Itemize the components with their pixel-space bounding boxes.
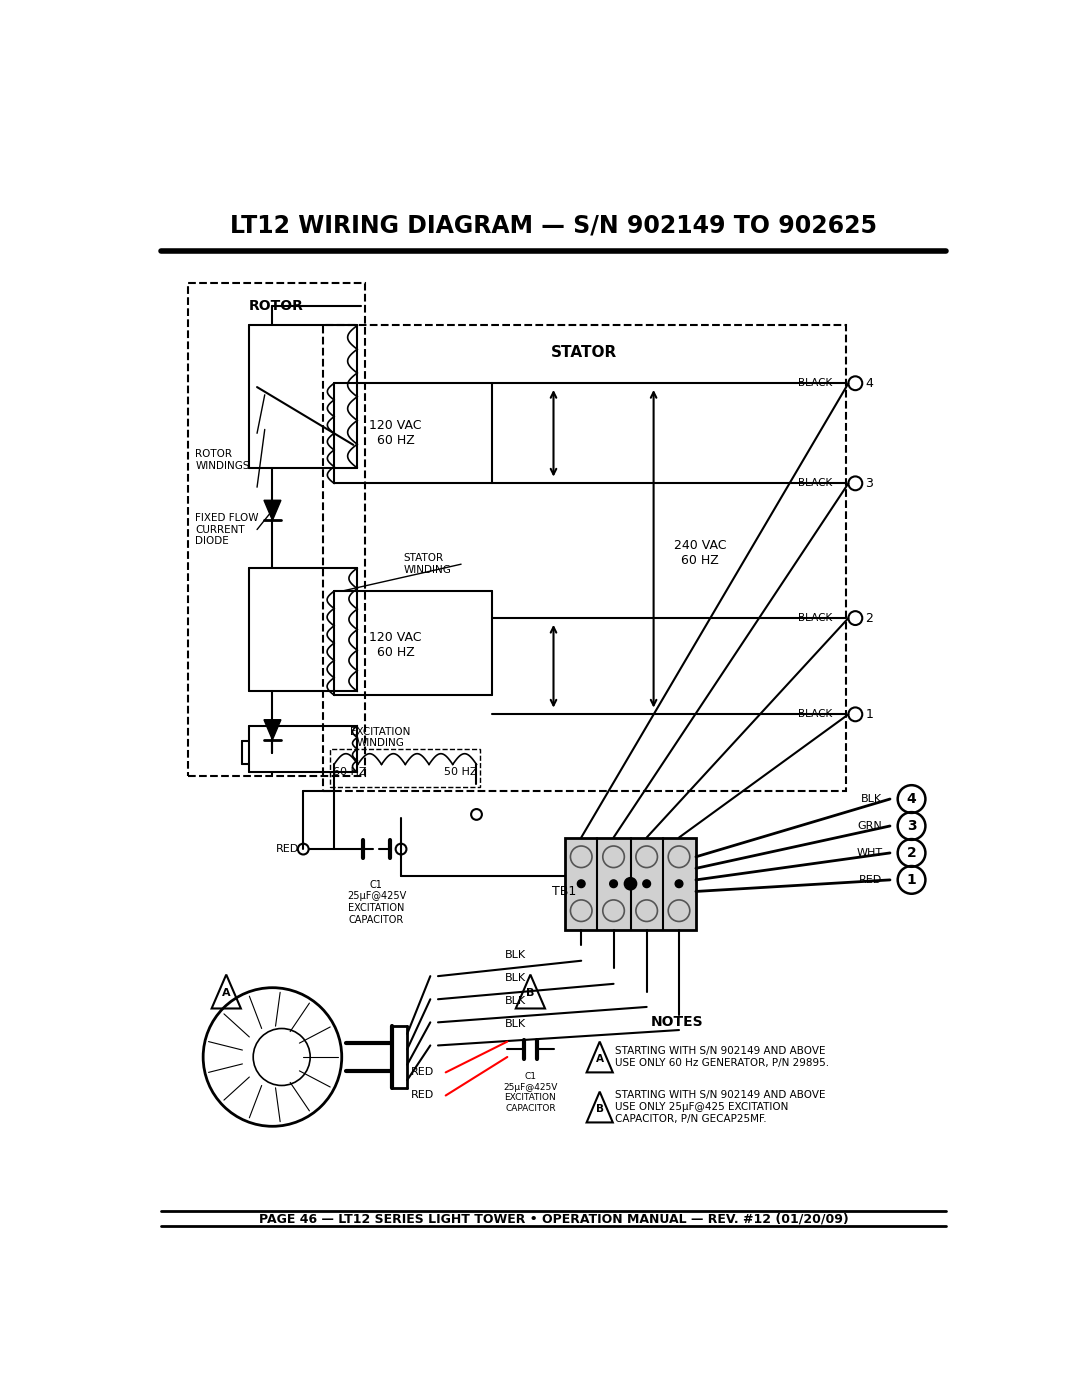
Circle shape bbox=[624, 877, 637, 890]
Text: BLK: BLK bbox=[861, 793, 882, 805]
Bar bbox=[330, 749, 481, 788]
Circle shape bbox=[578, 880, 585, 887]
Text: STARTING WITH S/N 902149 AND ABOVE
USE ONLY 60 Hz GENERATOR, P/N 29895.: STARTING WITH S/N 902149 AND ABOVE USE O… bbox=[616, 1046, 829, 1067]
Text: PAGE 46 — LT12 SERIES LIGHT TOWER • OPERATION MANUAL — REV. #12 (01/20/09): PAGE 46 — LT12 SERIES LIGHT TOWER • OPER… bbox=[258, 1213, 849, 1225]
Bar bbox=[323, 326, 846, 791]
Text: 120 VAC
60 HZ: 120 VAC 60 HZ bbox=[369, 419, 422, 447]
Text: GRN: GRN bbox=[858, 821, 882, 831]
Text: C1
25μF@425V
EXCITATION
CAPACITOR: C1 25μF@425V EXCITATION CAPACITOR bbox=[503, 1073, 557, 1112]
Text: 2: 2 bbox=[865, 612, 873, 624]
Text: RED: RED bbox=[859, 875, 882, 884]
Polygon shape bbox=[264, 500, 281, 520]
Text: 50 HZ: 50 HZ bbox=[444, 767, 477, 777]
Text: 2: 2 bbox=[907, 847, 917, 861]
Text: STATOR: STATOR bbox=[551, 345, 618, 360]
Text: 1: 1 bbox=[907, 873, 917, 887]
Text: 3: 3 bbox=[907, 819, 916, 833]
Text: B: B bbox=[526, 988, 535, 997]
Text: A: A bbox=[596, 1053, 604, 1063]
Circle shape bbox=[643, 880, 650, 887]
Text: NOTES: NOTES bbox=[650, 1016, 703, 1030]
Text: C1
25μF@425V
EXCITATION
CAPACITOR: C1 25μF@425V EXCITATION CAPACITOR bbox=[347, 880, 406, 925]
Text: BLACK: BLACK bbox=[798, 478, 833, 489]
Text: BLACK: BLACK bbox=[798, 613, 833, 623]
Text: BLK: BLK bbox=[504, 972, 526, 982]
Text: 4: 4 bbox=[865, 377, 873, 390]
Text: LT12 WIRING DIAGRAM — S/N 902149 TO 902625: LT12 WIRING DIAGRAM — S/N 902149 TO 9026… bbox=[230, 214, 877, 237]
Text: ROTOR: ROTOR bbox=[248, 299, 303, 313]
Text: BLACK: BLACK bbox=[798, 710, 833, 719]
Polygon shape bbox=[264, 719, 281, 740]
Text: RED: RED bbox=[410, 1091, 434, 1101]
Text: STARTING WITH S/N 902149 AND ABOVE
USE ONLY 25μF@425 EXCITATION
CAPACITOR, P/N G: STARTING WITH S/N 902149 AND ABOVE USE O… bbox=[616, 1091, 825, 1123]
Circle shape bbox=[610, 880, 618, 887]
Text: EXCITATION
WINDING: EXCITATION WINDING bbox=[350, 726, 410, 749]
Text: FIXED FLOW
CURRENT
DIODE: FIXED FLOW CURRENT DIODE bbox=[195, 513, 259, 546]
Text: TB1: TB1 bbox=[552, 884, 577, 898]
Text: 1: 1 bbox=[865, 708, 873, 721]
Text: BLK: BLK bbox=[504, 950, 526, 960]
Text: RED: RED bbox=[410, 1067, 434, 1077]
Text: BLK: BLK bbox=[504, 996, 526, 1006]
Text: WHT: WHT bbox=[856, 848, 882, 858]
Text: RED: RED bbox=[276, 844, 299, 854]
Text: BLACK: BLACK bbox=[798, 379, 833, 388]
Text: A: A bbox=[221, 988, 230, 997]
Bar bbox=[188, 284, 365, 775]
Text: 4: 4 bbox=[907, 792, 917, 806]
Text: 60 HZ: 60 HZ bbox=[333, 767, 366, 777]
Text: 240 VAC
60 HZ: 240 VAC 60 HZ bbox=[674, 539, 726, 567]
Bar bbox=[565, 838, 696, 930]
Text: B: B bbox=[596, 1104, 604, 1113]
Text: ROTOR
WINDINGS: ROTOR WINDINGS bbox=[195, 450, 249, 471]
Text: 3: 3 bbox=[865, 476, 873, 490]
Text: BLK: BLK bbox=[504, 1018, 526, 1028]
Text: 120 VAC
60 HZ: 120 VAC 60 HZ bbox=[369, 631, 422, 659]
Circle shape bbox=[675, 880, 683, 887]
Text: STATOR
WINDING: STATOR WINDING bbox=[403, 553, 451, 576]
